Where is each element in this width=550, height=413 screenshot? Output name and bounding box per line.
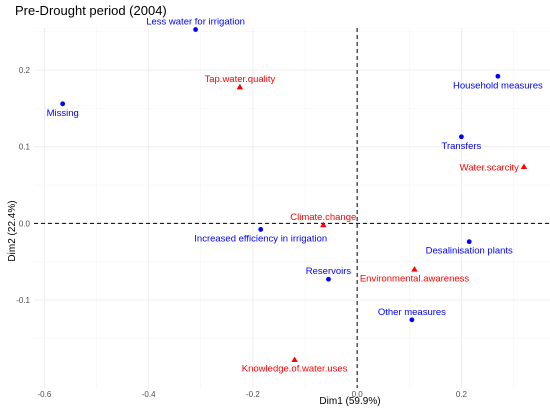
grid	[34, 28, 550, 388]
y-tick-label: 0.1	[19, 143, 31, 152]
triangle-point	[236, 83, 244, 90]
x-tick-label: -0.4	[142, 390, 156, 399]
x-tick-label: 0.0	[352, 390, 364, 399]
circle-point	[409, 317, 415, 323]
x-tick-label: -0.2	[246, 390, 260, 399]
point-label: Desalinisation plants	[426, 246, 513, 257]
point-label: Less water for irrigation	[146, 17, 245, 28]
circle-point	[258, 227, 264, 232]
point-label: Reservoirs	[306, 266, 352, 277]
point-label: Increased efficiency in irrigation	[194, 233, 327, 244]
circle-point	[60, 101, 66, 107]
point-label: Transfers	[442, 141, 482, 152]
circle-point	[495, 73, 501, 79]
circle-point	[458, 134, 464, 140]
y-axis-label: Dim2 (22.4%)	[7, 200, 18, 261]
circle-point	[326, 276, 331, 282]
triangle-point	[291, 356, 298, 363]
y-tick-label: 0.2	[19, 66, 31, 75]
point-label: Tap.water.quality	[204, 74, 275, 85]
y-tick-label: 0.0	[19, 219, 31, 228]
reference-lines	[34, 28, 550, 388]
circle-point	[466, 239, 472, 245]
x-axis-label: Dim1 (59.9%)	[319, 396, 380, 407]
point-label: Environmental.awareness	[360, 273, 470, 284]
axis-ticks: -0.6 -0.4 -0.2 0.0 0.2 -0.1 0.0 0.1 0.2	[16, 66, 467, 399]
x-tick-label: -0.6	[38, 390, 52, 399]
point-label: Climate.change	[290, 212, 356, 223]
y-tick-label: -0.1	[16, 296, 30, 305]
point-label: Missing	[47, 108, 79, 119]
chart-title: Pre-Drought period (2004)	[15, 3, 167, 18]
triangle-point	[320, 221, 327, 228]
data-points	[60, 27, 528, 363]
circle-point	[193, 27, 198, 32]
point-label: Knowledge.of.water.uses	[242, 364, 348, 375]
point-label: Other measures	[378, 307, 446, 318]
point-label: Household measures	[453, 80, 543, 91]
point-label: Water.scarcity	[460, 163, 520, 174]
triangle-point	[411, 266, 418, 272]
triangle-point	[520, 163, 528, 170]
point-labels: Less water for irrigation Missing Househol…	[47, 17, 543, 375]
x-tick-label: 0.2	[456, 390, 468, 399]
